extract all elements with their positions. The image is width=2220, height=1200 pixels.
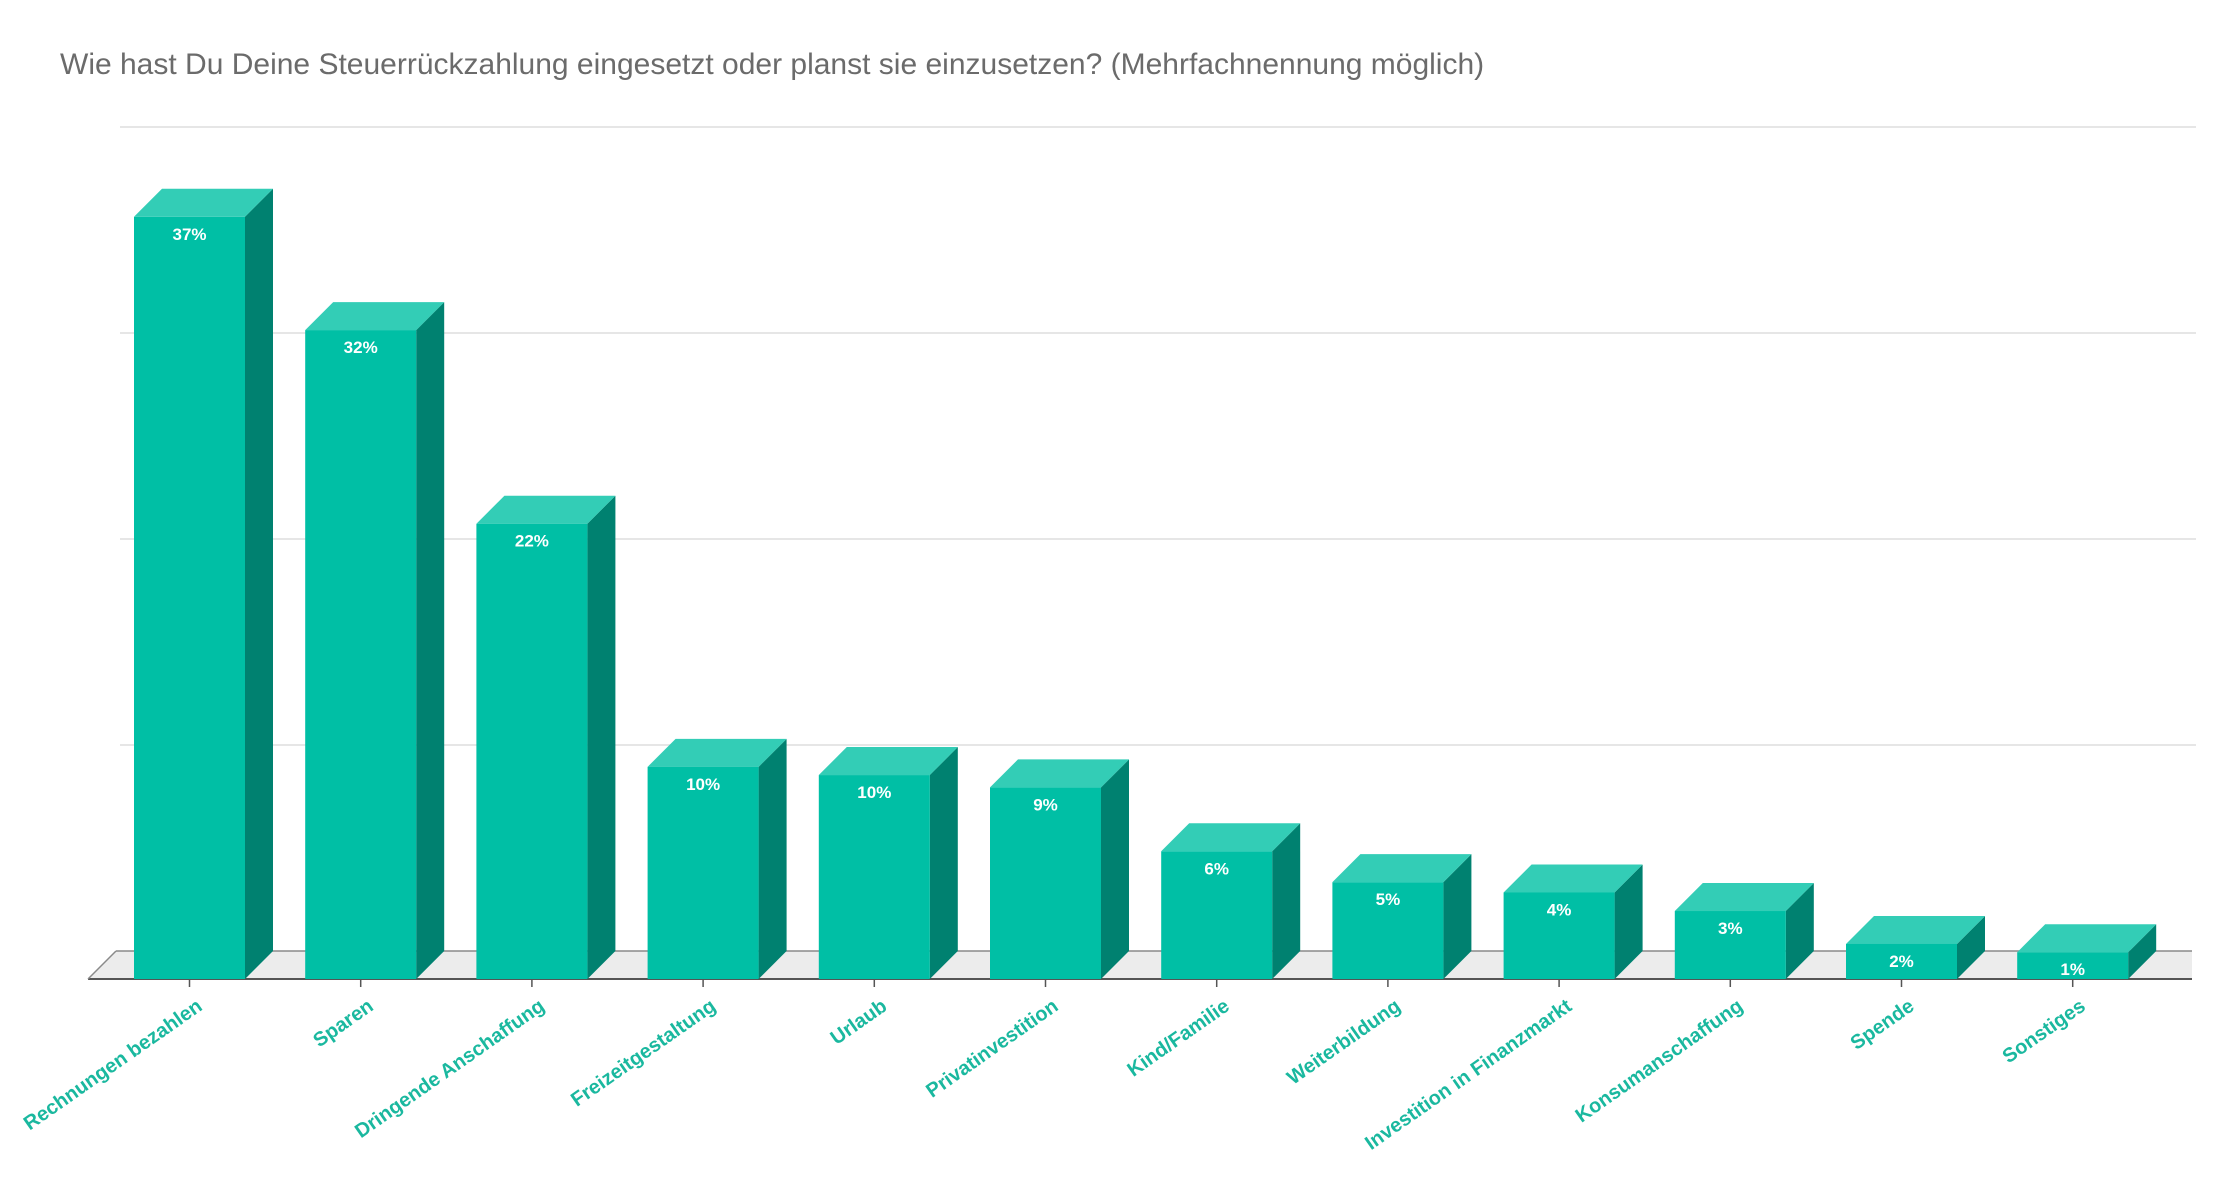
data-label: 6% bbox=[1204, 859, 1229, 878]
category-label: Sparen bbox=[309, 995, 377, 1052]
category-label: Konsumanschaffung bbox=[1572, 995, 1748, 1127]
bar-front bbox=[134, 217, 245, 979]
data-label: 10% bbox=[857, 783, 891, 802]
bar-side bbox=[1101, 759, 1129, 979]
bar: 3% bbox=[1675, 883, 1814, 979]
bar-front bbox=[305, 330, 416, 979]
data-label: 22% bbox=[515, 532, 549, 551]
category-label: Dringende Anschaffung bbox=[351, 995, 549, 1143]
bar-side bbox=[759, 739, 787, 979]
data-label: 9% bbox=[1033, 795, 1058, 814]
bar-side bbox=[930, 747, 958, 979]
category-label: Weiterbildung bbox=[1283, 995, 1405, 1089]
bar: 1% bbox=[2017, 924, 2156, 979]
category-label: Kind/Familie bbox=[1124, 995, 1234, 1081]
bar-side bbox=[587, 496, 615, 979]
bar: 10% bbox=[819, 747, 958, 979]
bar: 2% bbox=[1846, 916, 1985, 979]
bars: 37% 32% 22% 10% 10% 9% 6% 5% 4% 3% 2% 1% bbox=[134, 189, 2156, 979]
category-label: Privatinvestition bbox=[922, 995, 1062, 1102]
chart-title: Wie hast Du Deine Steuerrückzahlung eing… bbox=[60, 48, 1484, 81]
category-label: Spende bbox=[1847, 995, 1919, 1054]
bar: 5% bbox=[1332, 854, 1471, 979]
bar: 37% bbox=[134, 189, 273, 979]
bar-front bbox=[990, 787, 1101, 979]
data-label: 1% bbox=[2060, 960, 2085, 979]
data-label: 2% bbox=[1889, 952, 1914, 971]
bar: 4% bbox=[1504, 864, 1643, 979]
data-label: 37% bbox=[172, 225, 206, 244]
data-label: 3% bbox=[1718, 919, 1743, 938]
bar-side bbox=[245, 189, 273, 979]
data-label: 32% bbox=[344, 338, 378, 357]
category-label: Urlaub bbox=[827, 995, 892, 1049]
bar: 22% bbox=[476, 496, 615, 979]
bar: 10% bbox=[648, 739, 787, 979]
data-label: 4% bbox=[1547, 900, 1572, 919]
data-label: 5% bbox=[1376, 890, 1401, 909]
bar-front bbox=[476, 524, 587, 979]
category-label: Rechnungen bezahlen bbox=[20, 995, 206, 1135]
category-label: Sonstiges bbox=[1999, 995, 2090, 1068]
bar-side bbox=[416, 302, 444, 979]
bar-front bbox=[648, 767, 759, 979]
category-label: Freizeitgestaltung bbox=[567, 995, 720, 1111]
bar-front bbox=[819, 775, 930, 979]
data-label: 10% bbox=[686, 775, 720, 794]
bar: 32% bbox=[305, 302, 444, 979]
bar: 6% bbox=[1161, 823, 1300, 979]
bar: 9% bbox=[990, 759, 1129, 979]
